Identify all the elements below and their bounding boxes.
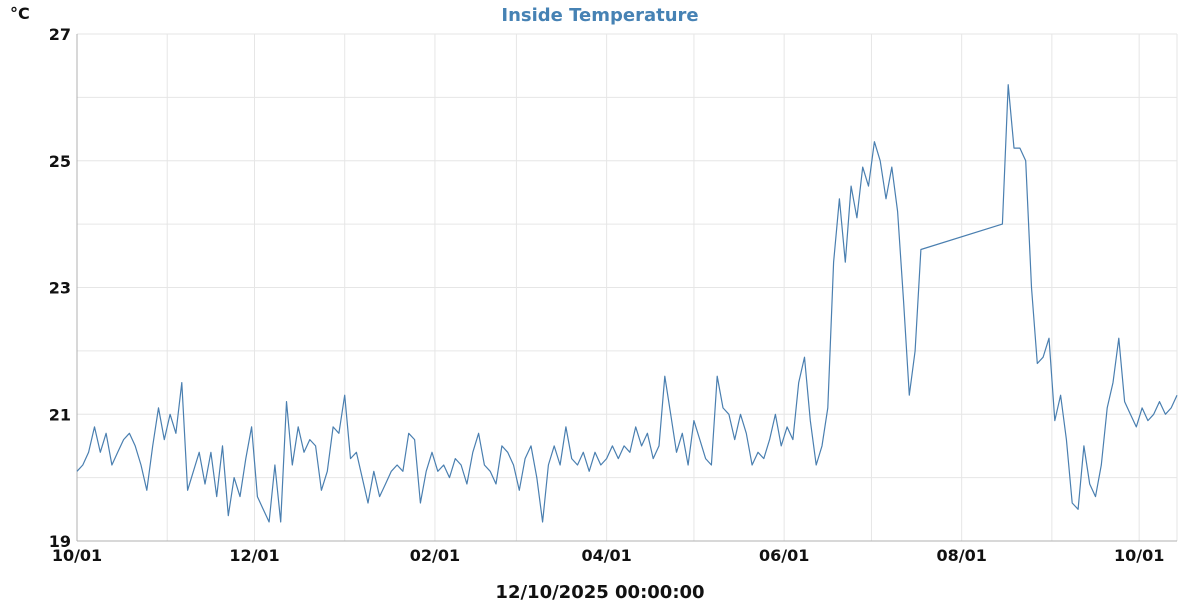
x-tick-label: 08/01 (936, 546, 986, 565)
y-tick-labels: 19 21 23 25 27 (49, 25, 71, 551)
y-tick-label: 23 (49, 279, 71, 298)
x-tick-label: 10/01 (1114, 546, 1164, 565)
series-layer (76, 84, 1178, 523)
y-gridlines (77, 33, 1177, 542)
series-line-inside-temperature (76, 84, 1178, 523)
x-gridlines (76, 34, 1178, 541)
y-tick-label: 21 (49, 405, 71, 424)
y-tick-label: 19 (49, 532, 71, 551)
x-tick-label: 12/01 (229, 546, 279, 565)
x-tick-label: 04/01 (581, 546, 631, 565)
chart-title: Inside Temperature (501, 5, 698, 26)
x-tick-label: 02/01 (410, 546, 460, 565)
x-axis-label: 12/10/2025 00:00:00 (495, 582, 704, 600)
x-tick-label: 10/01 (52, 546, 102, 565)
y-tick-label: 27 (49, 25, 71, 44)
y-tick-label: 25 (49, 152, 71, 171)
x-tick-labels: 10/01 12/01 02/01 04/01 06/01 08/01 10/01 (52, 546, 1165, 565)
y-axis-unit: °C (10, 4, 30, 23)
x-tick-label: 06/01 (759, 546, 809, 565)
